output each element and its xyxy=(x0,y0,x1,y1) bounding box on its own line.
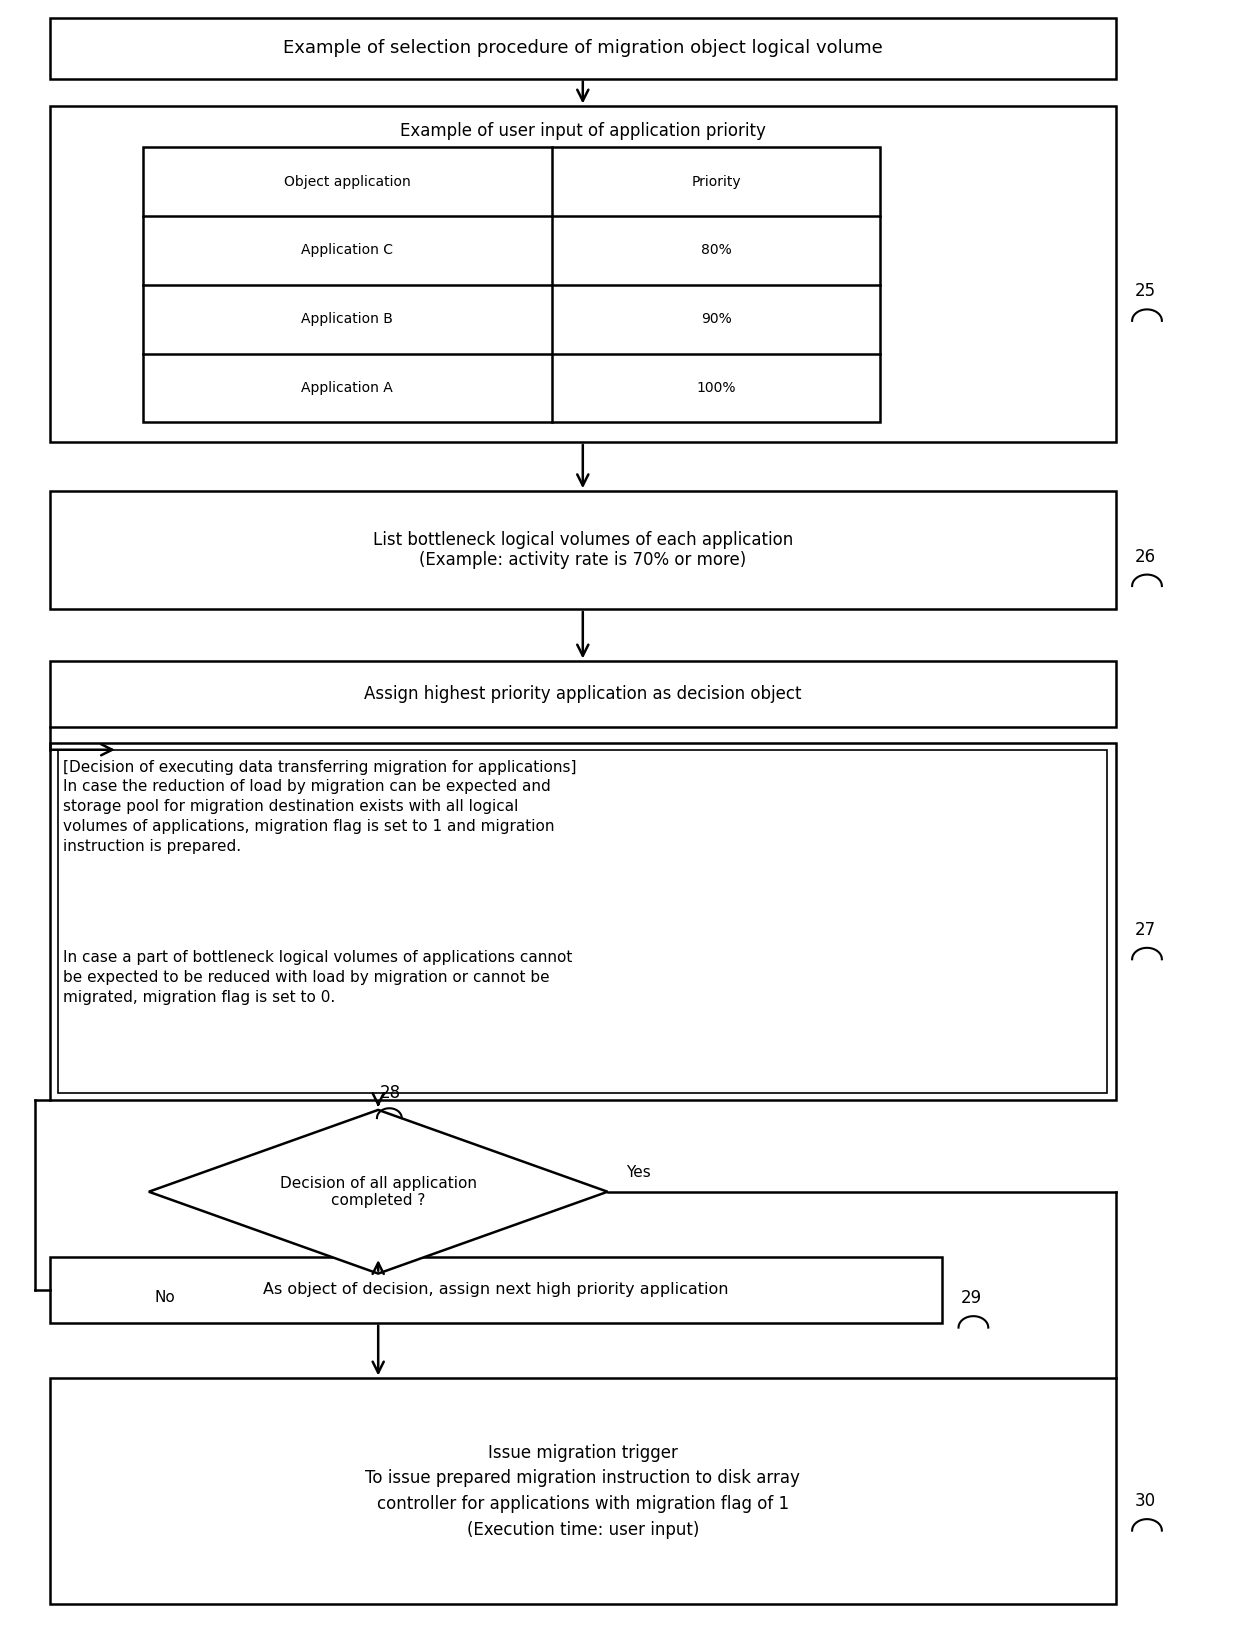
Text: Priority: Priority xyxy=(692,175,742,188)
Text: Application A: Application A xyxy=(301,381,393,395)
Text: No: No xyxy=(155,1290,176,1305)
Text: 28: 28 xyxy=(379,1084,401,1102)
Bar xyxy=(50,18,1116,79)
Bar xyxy=(143,147,880,422)
Bar xyxy=(50,743,1116,1100)
Text: Decision of all application
completed ?: Decision of all application completed ? xyxy=(280,1175,476,1208)
Text: Assign highest priority application as decision object: Assign highest priority application as d… xyxy=(365,686,801,702)
Text: [Decision of executing data transferring migration for applications]
In case the: [Decision of executing data transferring… xyxy=(62,760,577,855)
Text: Application B: Application B xyxy=(301,313,393,326)
Text: 29: 29 xyxy=(961,1290,982,1306)
Text: 27: 27 xyxy=(1135,922,1156,938)
Text: Application C: Application C xyxy=(301,244,393,257)
Text: List bottleneck logical volumes of each application
(Example: activity rate is 7: List bottleneck logical volumes of each … xyxy=(373,530,792,570)
Text: Example of user input of application priority: Example of user input of application pri… xyxy=(399,123,766,139)
Text: 100%: 100% xyxy=(697,381,737,395)
Bar xyxy=(50,1257,942,1323)
Text: Object application: Object application xyxy=(284,175,410,188)
Text: 25: 25 xyxy=(1135,283,1156,300)
Text: 30: 30 xyxy=(1135,1493,1156,1509)
Text: Issue migration trigger
To issue prepared migration instruction to disk array
co: Issue migration trigger To issue prepare… xyxy=(366,1444,800,1539)
Text: As object of decision, assign next high priority application: As object of decision, assign next high … xyxy=(263,1282,729,1298)
Bar xyxy=(50,661,1116,727)
Bar xyxy=(50,106,1116,442)
Bar xyxy=(50,1378,1116,1604)
Text: 80%: 80% xyxy=(701,244,732,257)
Text: In case a part of bottleneck logical volumes of applications cannot
be expected : In case a part of bottleneck logical vol… xyxy=(62,949,572,1005)
Text: Example of selection procedure of migration object logical volume: Example of selection procedure of migrat… xyxy=(283,39,883,57)
Polygon shape xyxy=(149,1110,608,1274)
Bar xyxy=(58,750,1107,1094)
Text: 90%: 90% xyxy=(701,313,732,326)
Text: 26: 26 xyxy=(1135,548,1156,565)
Text: Yes: Yes xyxy=(626,1164,651,1180)
Bar xyxy=(50,491,1116,609)
